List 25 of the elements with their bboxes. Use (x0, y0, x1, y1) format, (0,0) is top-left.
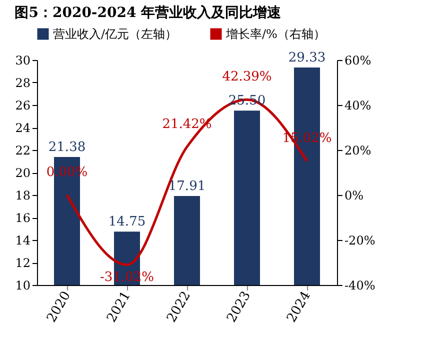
y-tick-label: 16 (15, 211, 30, 225)
y-tick-label: 12 (15, 256, 30, 270)
data-label: 14.75 (108, 214, 146, 230)
y-tick-label: 28 (15, 76, 30, 90)
data-label: 21.38 (48, 140, 86, 155)
y-tick-label: 10 (15, 278, 30, 292)
y2-tick-label: 40% (344, 98, 372, 112)
y-tick-label: 26 (15, 98, 30, 112)
chart-title: 图5：2020-2024 年营业收入及同比增速 (14, 5, 282, 21)
y2-tick-label: -40% (344, 278, 376, 292)
data-label: 29.33 (288, 50, 326, 66)
y2-tick-label: 0% (344, 188, 364, 202)
y2-tick-label: -20% (344, 234, 376, 248)
data-label: 17.91 (168, 179, 206, 194)
y2-tick-label: 60% (344, 54, 372, 68)
y-tick-label: 24 (15, 121, 31, 135)
y-tick-label: 20 (15, 166, 30, 180)
y2-tick-label: 20% (344, 144, 372, 158)
data-label: 42.39% (222, 70, 272, 85)
legend-label: 营业收入/亿元（左轴） (53, 27, 178, 41)
y-tick-label: 14 (15, 234, 31, 248)
y-tick-label: 22 (15, 144, 30, 158)
y-tick-label: 18 (15, 188, 30, 202)
legend-label: 增长率/%（右轴） (225, 27, 326, 41)
y-tick-label: 30 (15, 54, 30, 68)
